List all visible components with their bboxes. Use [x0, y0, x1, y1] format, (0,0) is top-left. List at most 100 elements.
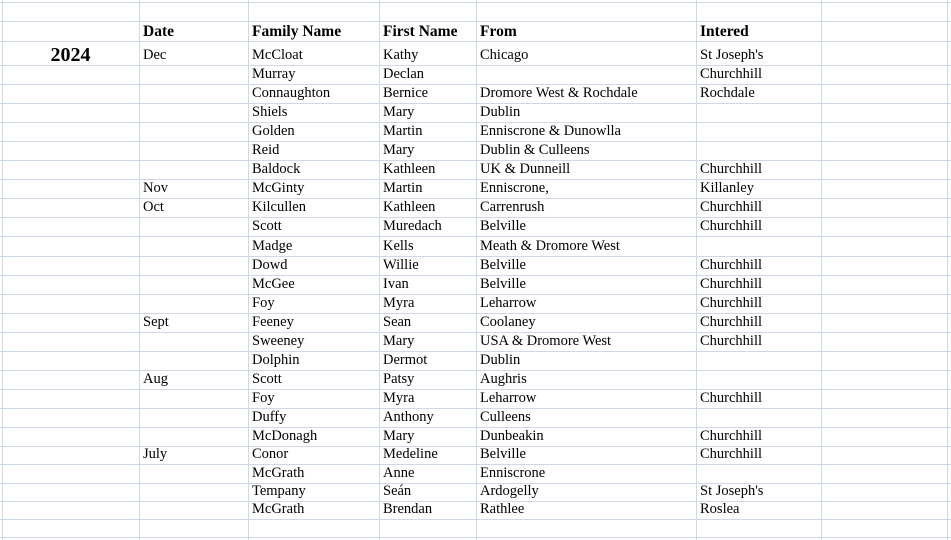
intered-cell[interactable]: St Joseph's: [700, 483, 764, 499]
from-cell[interactable]: Meath & Dromore West: [480, 238, 620, 254]
from-cell[interactable]: Dublin & Culleens: [480, 142, 590, 158]
date-cell[interactable]: Aug: [143, 371, 168, 387]
intered-cell[interactable]: Rochdale: [700, 85, 755, 101]
date-cell[interactable]: July: [143, 446, 168, 462]
family-cell[interactable]: Dolphin: [252, 352, 300, 368]
first-cell[interactable]: Bernice: [383, 85, 429, 101]
family-cell[interactable]: Reid: [252, 142, 280, 158]
from-cell[interactable]: Leharrow: [480, 390, 537, 406]
intered-cell[interactable]: Churchhill: [700, 314, 763, 330]
first-cell[interactable]: Medeline: [383, 446, 438, 462]
intered-cell[interactable]: Roslea: [700, 501, 740, 517]
first-cell[interactable]: Mary: [383, 104, 415, 120]
family-cell[interactable]: Madge: [252, 238, 293, 254]
header-date[interactable]: Date: [143, 23, 174, 40]
family-cell[interactable]: McDonagh: [252, 428, 318, 444]
from-cell[interactable]: Ardogelly: [480, 483, 539, 499]
first-cell[interactable]: Anne: [383, 465, 415, 481]
from-cell[interactable]: Belville: [480, 257, 526, 273]
first-cell[interactable]: Kathleen: [383, 199, 436, 215]
first-cell[interactable]: Martin: [383, 123, 423, 139]
first-cell[interactable]: Mary: [383, 428, 415, 444]
family-cell[interactable]: Duffy: [252, 409, 287, 425]
family-cell[interactable]: Kilcullen: [252, 199, 306, 215]
intered-cell[interactable]: St Joseph's: [700, 47, 764, 63]
first-cell[interactable]: Martin: [383, 180, 423, 196]
intered-cell[interactable]: Churchhill: [700, 218, 763, 234]
header-from[interactable]: From: [480, 23, 517, 40]
from-cell[interactable]: Aughris: [480, 371, 527, 387]
from-cell[interactable]: Dromore West & Rochdale: [480, 85, 638, 101]
year-label[interactable]: 2024: [50, 44, 91, 66]
first-cell[interactable]: Seán: [383, 483, 412, 499]
family-cell[interactable]: Murray: [252, 66, 296, 82]
first-cell[interactable]: Willie: [383, 257, 419, 273]
first-cell[interactable]: Ivan: [383, 276, 409, 292]
from-cell[interactable]: Enniscrone,: [480, 180, 549, 196]
family-cell[interactable]: Connaughton: [252, 85, 331, 101]
header-family[interactable]: Family Name: [252, 23, 342, 40]
header-first[interactable]: First Name: [383, 23, 458, 40]
first-cell[interactable]: Kathy: [383, 47, 419, 63]
from-cell[interactable]: Belville: [480, 276, 526, 292]
family-cell[interactable]: McGrath: [252, 465, 305, 481]
from-cell[interactable]: Chicago: [480, 47, 529, 63]
first-cell[interactable]: Muredach: [383, 218, 442, 234]
intered-cell[interactable]: Churchhill: [700, 257, 763, 273]
family-cell[interactable]: McGee: [252, 276, 295, 292]
intered-cell[interactable]: Churchhill: [700, 446, 763, 462]
first-cell[interactable]: Myra: [383, 295, 415, 311]
family-cell[interactable]: McGinty: [252, 180, 305, 196]
family-cell[interactable]: Scott: [252, 218, 282, 234]
from-cell[interactable]: Enniscrone: [480, 465, 546, 481]
first-cell[interactable]: Kathleen: [383, 161, 436, 177]
from-cell[interactable]: Coolaney: [480, 314, 536, 330]
family-cell[interactable]: Feeney: [252, 314, 294, 330]
family-cell[interactable]: Golden: [252, 123, 295, 139]
first-cell[interactable]: Declan: [383, 66, 425, 82]
intered-cell[interactable]: Churchhill: [700, 161, 763, 177]
family-cell[interactable]: Shiels: [252, 104, 288, 120]
family-cell[interactable]: Scott: [252, 371, 282, 387]
date-cell[interactable]: Oct: [143, 199, 164, 215]
intered-cell[interactable]: Churchhill: [700, 276, 763, 292]
header-intered[interactable]: Intered: [700, 23, 749, 40]
from-cell[interactable]: Belville: [480, 446, 526, 462]
first-cell[interactable]: Anthony: [383, 409, 434, 425]
family-cell[interactable]: McCloat: [252, 47, 303, 63]
first-cell[interactable]: Sean: [383, 314, 412, 330]
from-cell[interactable]: Culleens: [480, 409, 531, 425]
family-cell[interactable]: Dowd: [252, 257, 288, 273]
from-cell[interactable]: Enniscrone & Dunowlla: [480, 123, 621, 139]
intered-cell[interactable]: Churchhill: [700, 333, 763, 349]
intered-cell[interactable]: Churchhill: [700, 66, 763, 82]
family-cell[interactable]: Tempany: [252, 483, 306, 499]
family-cell[interactable]: Foy: [252, 295, 275, 311]
from-cell[interactable]: Belville: [480, 218, 526, 234]
from-cell[interactable]: Rathlee: [480, 501, 525, 517]
first-cell[interactable]: Kells: [383, 238, 414, 254]
family-cell[interactable]: Conor: [252, 446, 289, 462]
intered-cell[interactable]: Churchhill: [700, 199, 763, 215]
family-cell[interactable]: Foy: [252, 390, 275, 406]
date-cell[interactable]: Nov: [143, 180, 168, 196]
family-cell[interactable]: Sweeney: [252, 333, 305, 349]
from-cell[interactable]: UK & Dunneill: [480, 161, 571, 177]
first-cell[interactable]: Mary: [383, 333, 415, 349]
family-cell[interactable]: McGrath: [252, 501, 305, 517]
family-cell[interactable]: Baldock: [252, 161, 301, 177]
first-cell[interactable]: Patsy: [383, 371, 415, 387]
from-cell[interactable]: Dunbeakin: [480, 428, 544, 444]
first-cell[interactable]: Myra: [383, 390, 415, 406]
first-cell[interactable]: Brendan: [383, 501, 433, 517]
first-cell[interactable]: Mary: [383, 142, 415, 158]
intered-cell[interactable]: Churchhill: [700, 390, 763, 406]
from-cell[interactable]: Leharrow: [480, 295, 537, 311]
from-cell[interactable]: Carrenrush: [480, 199, 545, 215]
date-cell[interactable]: Sept: [143, 314, 169, 330]
from-cell[interactable]: Dublin: [480, 352, 521, 368]
intered-cell[interactable]: Churchhill: [700, 295, 763, 311]
date-cell[interactable]: Dec: [143, 47, 167, 63]
from-cell[interactable]: Dublin: [480, 104, 521, 120]
first-cell[interactable]: Dermot: [383, 352, 428, 368]
